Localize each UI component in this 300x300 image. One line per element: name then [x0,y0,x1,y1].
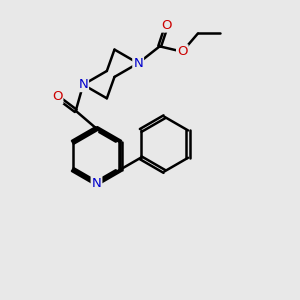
Text: N: N [78,78,88,91]
Text: O: O [177,45,188,58]
Text: O: O [52,90,62,104]
Text: N: N [133,57,143,70]
Text: O: O [161,19,172,32]
Text: N: N [92,177,101,190]
